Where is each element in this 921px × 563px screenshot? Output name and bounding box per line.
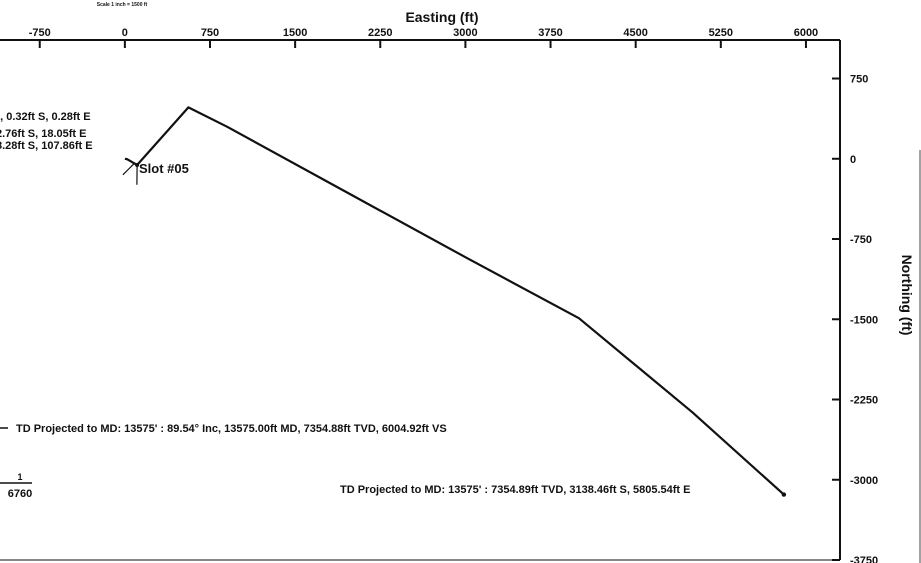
plot-area [122, 106, 787, 497]
scale-note: Scale 1 inch = 1500 ft [97, 2, 148, 8]
y-tick-label: -2250 [850, 395, 878, 407]
x-tick-label: 3750 [538, 27, 562, 39]
annotation-leader [122, 162, 136, 176]
slot-label: Slot #05 [139, 161, 189, 176]
annotation-left-3: 8.28ft S, 107.86ft E [0, 140, 93, 152]
x-tick-label: 5250 [709, 27, 733, 39]
y-tick-label: -1500 [850, 314, 878, 326]
annotation-left-2: 2.76ft S, 18.05ft E [0, 128, 87, 140]
x-tick-label: 3000 [453, 27, 477, 39]
y-tick-label: -750 [850, 234, 872, 246]
x-axis-title: Easting (ft) [405, 9, 478, 25]
x-tick-label: -750 [29, 27, 51, 39]
y-tick-label: -3000 [850, 475, 878, 487]
slot-marker [135, 163, 140, 168]
y-axis: 750 0 -750 -1500 -2250 -3000 -3750 [0, 40, 921, 563]
y-tick-label: 0 [850, 154, 856, 166]
y-tick-label: 750 [850, 74, 868, 86]
x-tick-label: 2250 [368, 27, 392, 39]
x-tick-label: 1500 [283, 27, 307, 39]
annotation-left-1: 0, 0.32ft S, 0.28ft E [0, 111, 91, 123]
td-marker [781, 492, 787, 497]
x-tick-label: 6000 [794, 27, 818, 39]
annotation-td-end: TD Projected to MD: 13575' : 7354.89ft T… [340, 484, 690, 496]
y-tick-label: -3750 [850, 555, 878, 563]
scale-fraction-bottom: 6760 [8, 488, 32, 500]
well-path-line [124, 106, 785, 496]
x-tick-label: 4500 [623, 27, 647, 39]
y-axis-title: Northing (ft) [899, 255, 915, 336]
x-axis: -750 0 750 1500 2250 3000 3750 4500 5250 6000 [0, 27, 840, 48]
x-tick-label: 0 [122, 27, 128, 39]
annotation-td-md: TD Projected to MD: 13575' : 89.54° Inc,… [16, 423, 447, 435]
x-tick-label: 750 [201, 27, 219, 39]
scale-fraction-top: 1 [17, 472, 22, 482]
